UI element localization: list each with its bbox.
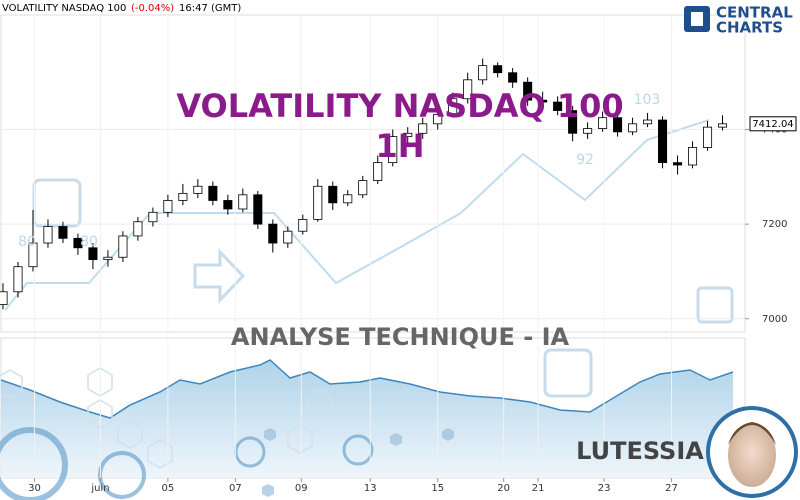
- avatar: [728, 423, 776, 487]
- candle-body: [268, 223, 278, 244]
- annotation: 80: [18, 234, 36, 250]
- candle-body: [717, 123, 728, 128]
- annotation: 80: [80, 234, 98, 250]
- candle-body: [583, 128, 593, 134]
- y-tick-label: 7200: [762, 219, 787, 230]
- candle-body: [418, 123, 428, 134]
- watermark: ANALYSE TECHNIQUE - IA: [231, 323, 570, 351]
- x-tick-label: 09: [295, 483, 308, 494]
- indicator-line: [0, 359, 734, 419]
- price-panel: [0, 14, 746, 333]
- candle-body: [538, 99, 548, 103]
- candle-body: [508, 72, 518, 83]
- candle-body: [148, 211, 158, 223]
- candle-body: [403, 132, 413, 137]
- candle-body: [253, 194, 263, 225]
- candle-body: [478, 65, 488, 81]
- candle-body: [208, 185, 218, 201]
- logo-icon: [691, 12, 703, 26]
- candle-body: [448, 98, 458, 115]
- y-tick-label: 7000: [762, 314, 787, 325]
- candle-body: [88, 247, 98, 261]
- candle-body: [673, 162, 683, 166]
- candle-body: [313, 185, 323, 220]
- candle-body: [163, 200, 173, 213]
- candle-body: [553, 101, 563, 111]
- candle-body: [13, 266, 23, 293]
- x-tick-label: 27: [665, 483, 678, 494]
- candle-body: [193, 185, 203, 194]
- candle-body: [223, 200, 233, 210]
- candle-body: [283, 230, 293, 244]
- x-tick-label: 07: [229, 483, 242, 494]
- candle-body: [358, 180, 368, 196]
- candle-body: [433, 113, 443, 125]
- decoration: [0, 178, 734, 500]
- x-tick-label: juin: [90, 483, 109, 494]
- candle-body: [463, 79, 473, 100]
- annotation: 103: [634, 92, 661, 108]
- avatar: [728, 422, 776, 445]
- candle-body: [688, 147, 698, 166]
- candle-body: [73, 237, 83, 249]
- candle-body: [238, 194, 248, 210]
- header-change: (-0.04%): [131, 3, 174, 14]
- candle-body: [43, 226, 53, 244]
- candle-body: [523, 81, 533, 101]
- price-tag-label: 7412.04: [752, 119, 793, 130]
- chart-subtitle: 1H: [375, 127, 424, 165]
- indicator-area: [1, 360, 733, 478]
- candle-body: [658, 119, 668, 164]
- candle-body: [343, 194, 353, 204]
- annotation: 92: [576, 152, 594, 168]
- candle-body: [613, 117, 623, 133]
- x-tick-label: 30: [28, 483, 41, 494]
- candle-body: [373, 162, 383, 181]
- candle-body: [493, 65, 503, 74]
- candle-body: [178, 192, 188, 201]
- candle-body: [28, 242, 38, 268]
- sentiment-line: [4, 119, 710, 311]
- candle-body: [298, 218, 308, 232]
- x-tick-label: 15: [431, 483, 444, 494]
- x-tick-label: 05: [162, 483, 175, 494]
- candle-body: [598, 117, 608, 129]
- candle-body: [58, 226, 68, 239]
- x-tick-label: 13: [364, 483, 377, 494]
- author: LUTESSIA: [576, 437, 704, 465]
- candle-body: [388, 136, 398, 164]
- candle-body: [118, 235, 128, 258]
- candle-body: [0, 291, 8, 305]
- logo-text: CHARTS: [716, 19, 783, 37]
- x-tick-label: 23: [598, 483, 611, 494]
- candle-body: [103, 256, 113, 261]
- x-tick-label: 21: [532, 483, 545, 494]
- x-tick-label: 20: [497, 483, 510, 494]
- decoration: [262, 428, 454, 497]
- price-tag: [749, 116, 797, 132]
- candle-body: [133, 221, 143, 237]
- chart-title: VOLATILITY NASDAQ 100: [176, 87, 623, 125]
- logo-text: CENTRAL: [716, 4, 793, 22]
- header-time: 16:47 (GMT): [179, 3, 241, 14]
- candle-body: [328, 185, 338, 204]
- candle-body: [703, 126, 713, 148]
- candle-body: [643, 119, 653, 125]
- candle-body: [628, 123, 638, 133]
- candle-body: [568, 110, 578, 134]
- header-symbol: VOLATILITY NASDAQ 100: [2, 3, 126, 14]
